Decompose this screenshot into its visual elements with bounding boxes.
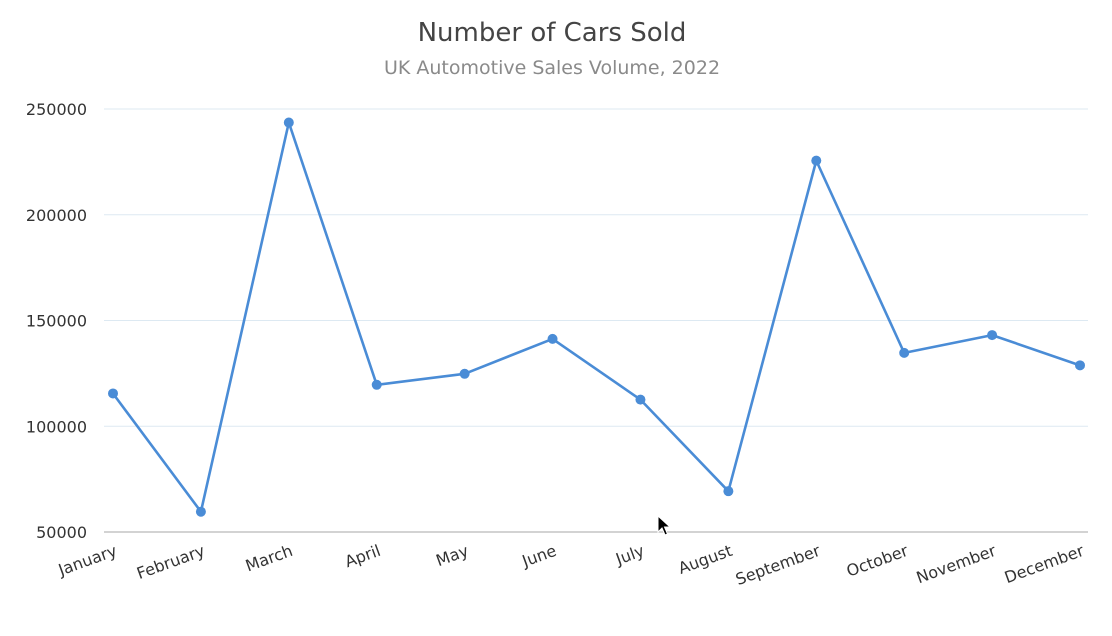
data-point[interactable]	[899, 347, 910, 358]
data-point[interactable]	[371, 379, 382, 390]
x-tick-label: August	[676, 541, 735, 578]
data-point[interactable]	[108, 388, 118, 399]
x-tick-label: April	[342, 541, 383, 571]
x-tick-label: November	[914, 541, 999, 587]
x-tick-label: December	[1002, 541, 1087, 587]
mouse-cursor-icon	[657, 515, 671, 536]
data-point[interactable]	[811, 155, 822, 166]
x-tick-label: March	[243, 541, 295, 576]
chart-title: Number of Cars Sold	[418, 18, 687, 48]
data-point[interactable]	[723, 486, 734, 497]
data-point[interactable]	[1075, 360, 1085, 371]
x-tick-label: May	[433, 541, 471, 570]
x-axis: January February March April May June July Augu…	[55, 531, 1088, 589]
data-point[interactable]	[195, 506, 206, 517]
y-tick-label: 150000	[26, 312, 87, 331]
series-line	[111, 121, 1082, 513]
x-tick-label: June	[519, 541, 559, 571]
data-point[interactable]	[547, 333, 558, 344]
x-tick-label: September	[733, 541, 823, 589]
y-axis: 50000 100000 150000 200000 250000	[26, 100, 87, 542]
y-tick-label: 100000	[26, 417, 87, 436]
x-tick-label: October	[844, 541, 911, 581]
y-tick-label: 250000	[26, 100, 87, 119]
x-tick-label: February	[134, 541, 207, 583]
data-point[interactable]	[459, 368, 470, 379]
chart-subtitle: UK Automotive Sales Volume, 2022	[384, 57, 720, 79]
gridlines	[104, 108, 1088, 427]
y-tick-label: 50000	[36, 523, 87, 542]
data-point[interactable]	[987, 330, 998, 341]
x-tick-label: January	[55, 541, 119, 580]
data-point[interactable]	[635, 394, 646, 405]
y-tick-label: 200000	[26, 206, 87, 225]
series-layer	[108, 117, 1085, 517]
x-tick-label: July	[612, 541, 646, 569]
data-point[interactable]	[283, 117, 294, 128]
